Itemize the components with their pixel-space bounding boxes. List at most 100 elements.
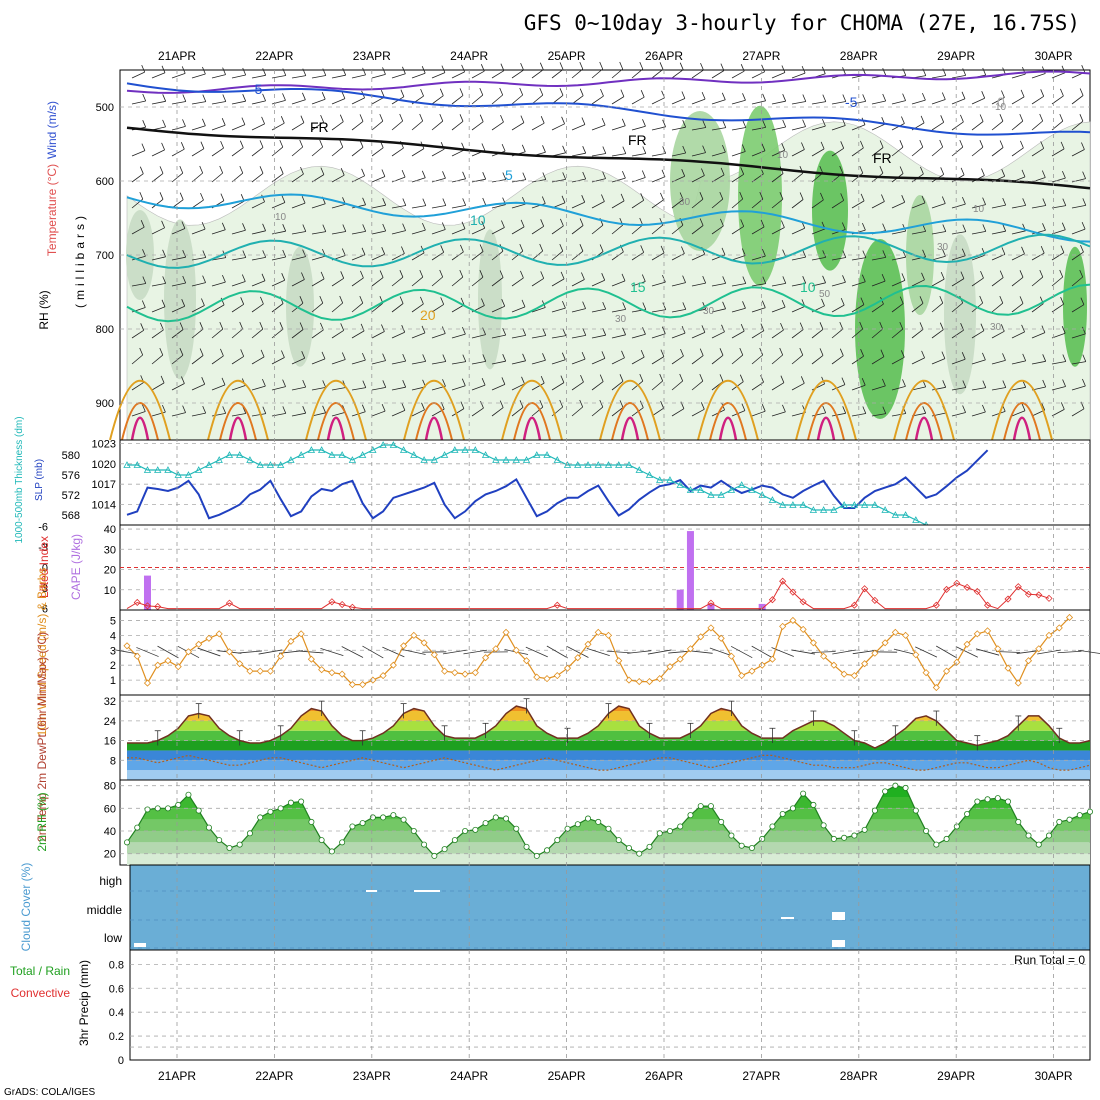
wind-barb-flag [781,143,786,151]
rh-point [339,839,346,846]
wind-barb [1031,95,1044,105]
wind-barb [971,204,986,209]
wind-barb [851,147,864,157]
wind-barb [611,309,626,313]
wind-speed-point [758,661,766,669]
wind-barb-flag [701,325,706,333]
wind-barb-flag [961,352,966,360]
wind-barb [671,380,683,391]
wind-barb [291,173,304,183]
wind-barb [611,153,626,157]
thickness-point [420,456,428,463]
wind-barb-flag [999,140,1004,148]
rh-point [287,799,294,806]
cape-tick: 10 [104,585,116,597]
wind-barb-flag [579,244,584,252]
rh-point [769,823,776,830]
wind-barb-flag [542,328,547,336]
wind-barb [811,328,824,339]
wind-barb [371,387,386,391]
wind-barb [511,122,525,131]
wind-barb [931,75,946,79]
isotherm-30 [522,416,542,441]
wind-barb-flag [779,192,784,200]
rh-point [615,837,622,844]
wind-barb [151,411,166,417]
wind-barb [251,303,264,313]
wind-barb-flag [402,353,407,362]
wind-barb-flag [302,68,307,76]
wind-barb-flag [921,195,926,204]
isotherm-20 [795,379,857,441]
wind-barb-flag [840,141,845,149]
wind-barb-flag [742,276,747,284]
wind-barb [1051,205,1066,209]
wind-barb-flag [480,64,485,72]
wind-barb-flag [839,348,844,356]
wind-barb [1071,408,1085,417]
wind-barb-flag [402,223,406,231]
rh-point [195,807,202,814]
wind-barb-flag [739,347,744,356]
rh-point [1015,818,1022,825]
wind-barb [771,72,786,79]
wind-barb-flag [942,68,947,76]
wind-barb-flag [140,323,145,331]
wind-barb [891,256,906,261]
wind-barb-flag [679,373,684,382]
wind-barb [771,173,784,183]
wind-barb [151,329,164,339]
wind-barb-flag [322,380,327,388]
li-point [768,596,776,604]
rh-point [134,824,141,831]
thickness-point [174,471,182,478]
wind-barb [691,253,705,261]
li-point [1045,594,1053,602]
surface-wind-barb [852,649,877,655]
wind-speed-point [246,667,254,675]
wind-barb [471,70,485,79]
wind-barb-flag [502,172,507,180]
isotherm-30 [130,416,150,441]
slp-tick: 1020 [92,459,116,471]
wind-barb-flag [722,301,726,309]
wind-speed-point [584,640,592,648]
thickness-point [440,451,449,458]
wind-barb-flag [699,192,704,200]
rh-point [677,823,684,830]
day-gridlines [176,70,1054,1060]
rh-point [277,805,284,812]
isotherm-30 [816,416,836,441]
wind-barb-flag [559,62,564,70]
wind-barb [191,328,204,339]
rh-point [789,805,796,812]
wind-barb-flag [820,141,825,150]
wind-barb-flag [922,406,927,414]
rh-point [257,814,264,821]
wind-speed-point [533,673,541,681]
rh-high-area [738,105,782,286]
wind-barb [351,254,366,261]
rh-point [943,835,950,842]
wind-barb [471,384,486,391]
wind-barb [791,149,805,157]
wind-barb-flag [200,192,204,201]
wind-barb-flag [141,300,146,308]
wind-speed-point [676,655,684,663]
wind-barb [791,256,806,261]
isotherm-25 [219,402,257,441]
wind-barb-flag [899,296,904,304]
rh-point [359,820,366,827]
wind-barb [191,383,205,391]
wind-barb-flag [601,273,606,281]
thickness-point [195,466,203,473]
wind-barb [1071,120,1084,131]
wind-barb [931,99,946,105]
rh-contour-label: 50 [819,289,831,300]
wind-barb [491,204,506,209]
wind-barb [911,329,924,339]
wind-barb-flag [702,120,707,128]
